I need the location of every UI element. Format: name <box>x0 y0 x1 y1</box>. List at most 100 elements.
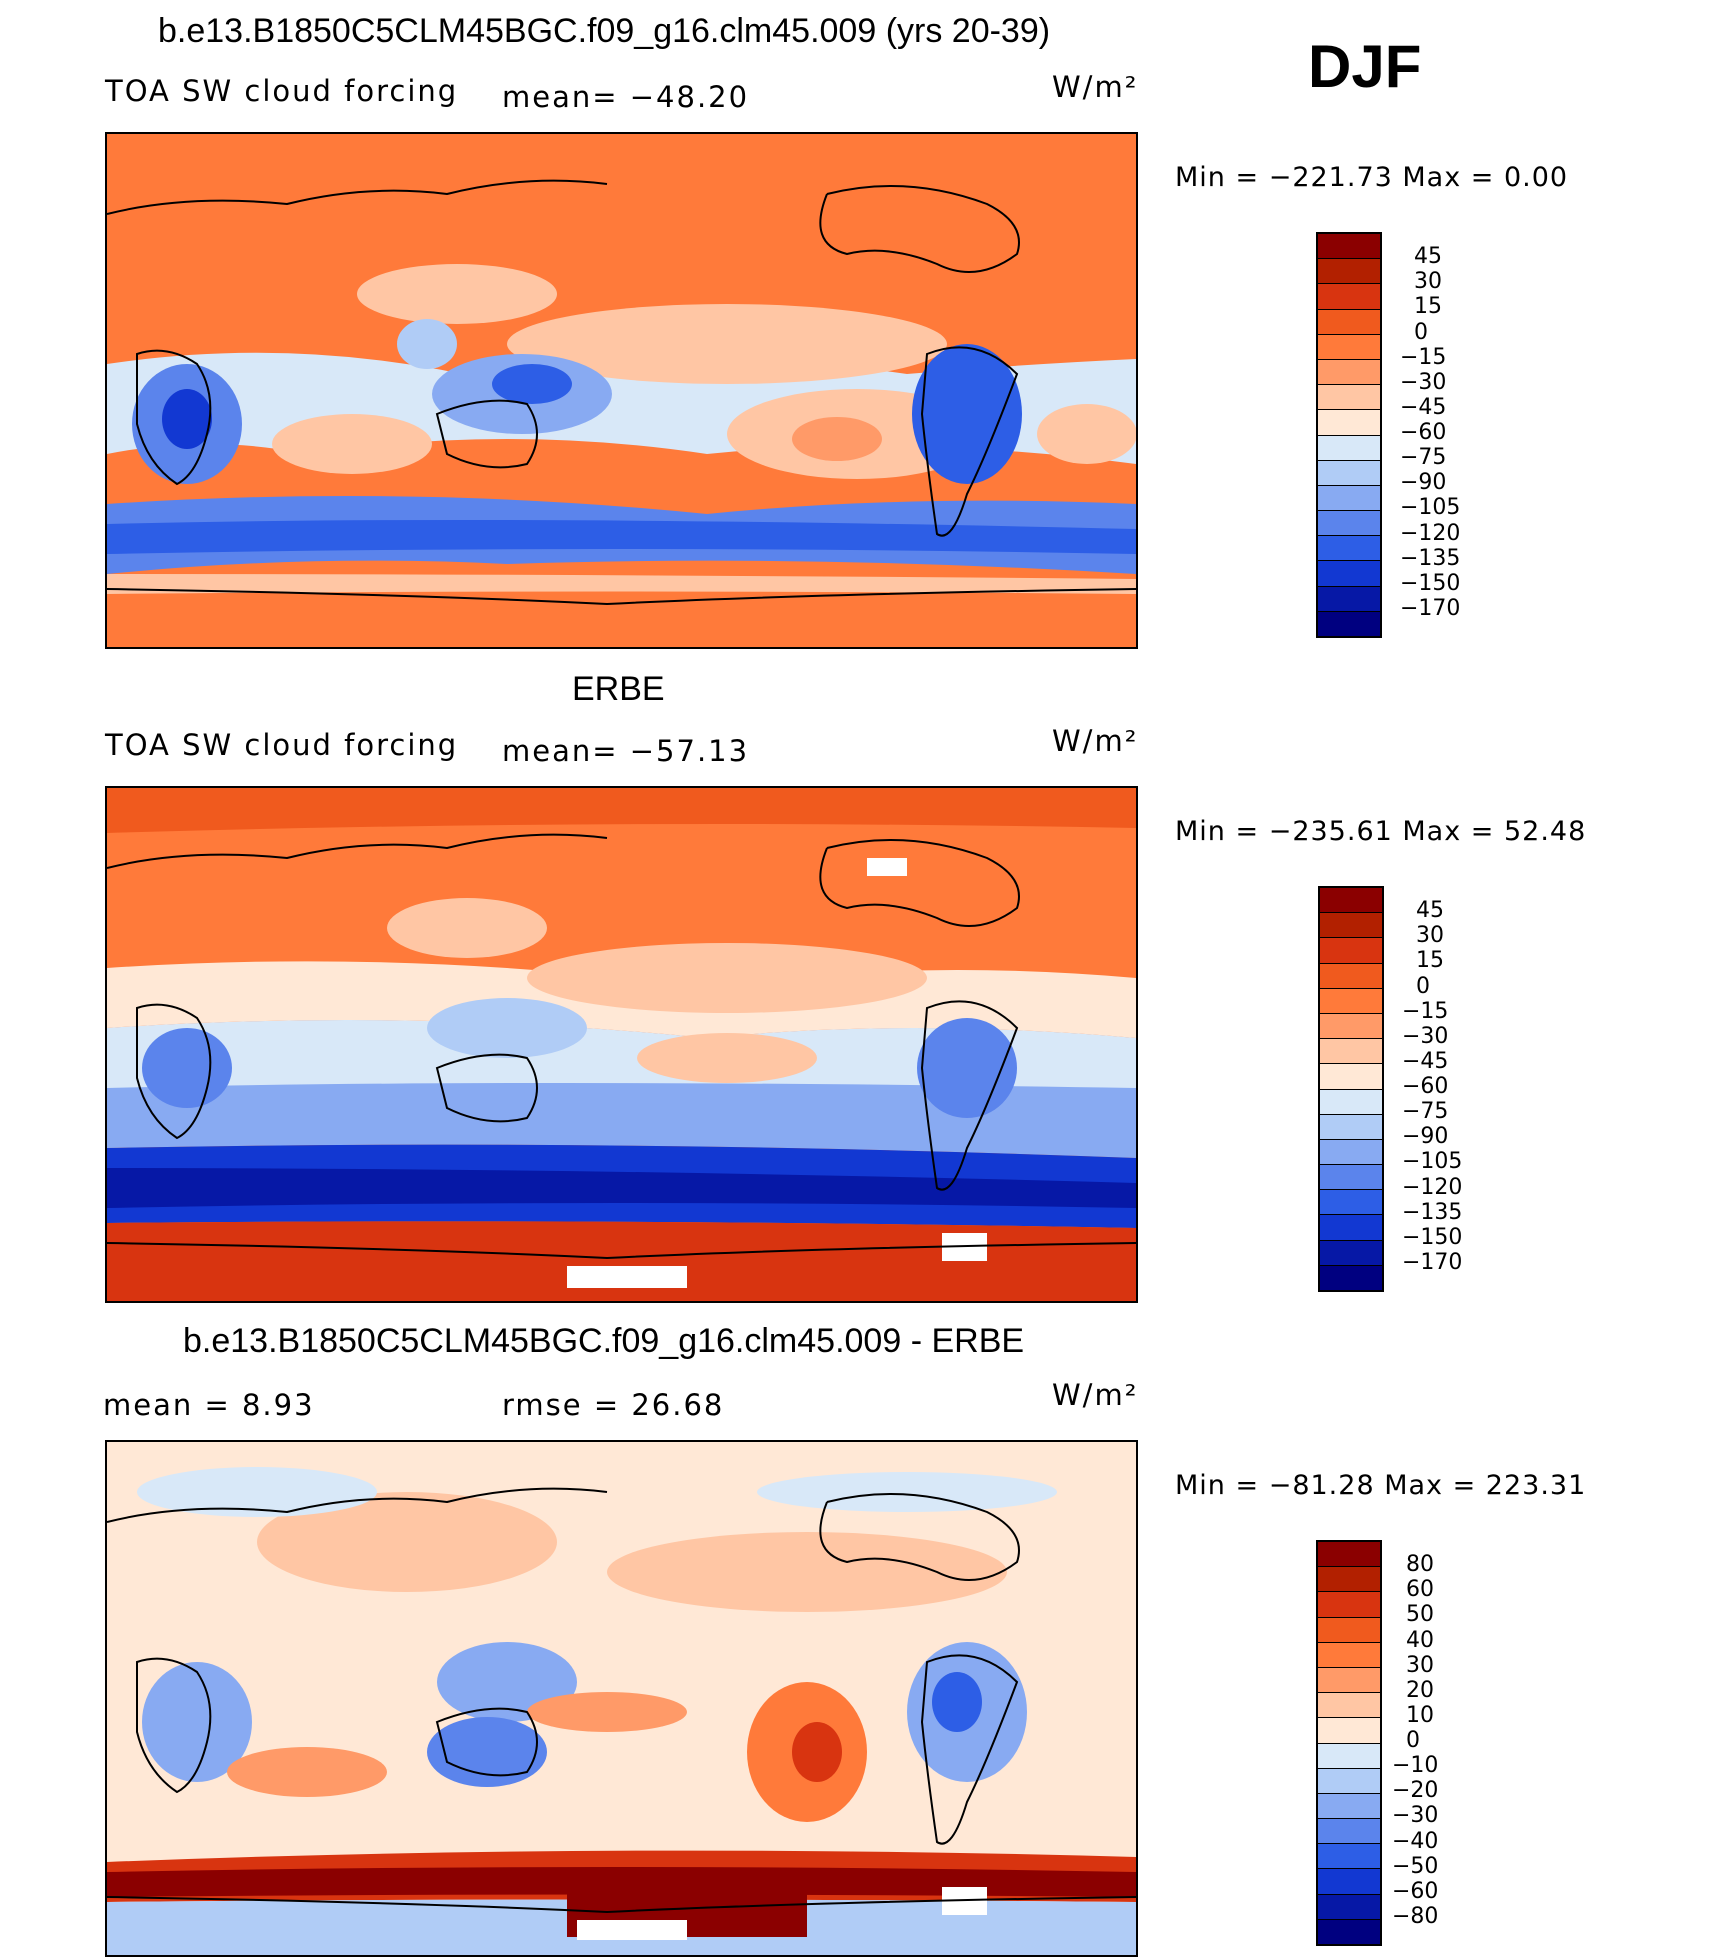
colorbar-tick-label: −40 <box>1392 1828 1439 1854</box>
colorbar-swatch <box>1318 460 1380 486</box>
colorbar-tick-label: −150 <box>1402 1224 1463 1250</box>
colorbar-swatch <box>1318 611 1380 636</box>
colorbar-tick-label: −50 <box>1392 1853 1439 1879</box>
colorbar-tick-label: −10 <box>1392 1753 1439 1779</box>
colorbar-tick-label: 40 <box>1406 1627 1434 1653</box>
panel-2-title: ERBE <box>572 670 665 708</box>
colorbar-tick-label: −90 <box>1400 470 1447 496</box>
panel-1-colorbar <box>1316 232 1382 638</box>
season-label: DJF <box>1308 33 1422 100</box>
colorbar-tick-label: −170 <box>1400 595 1461 621</box>
colorbar-swatch <box>1318 1743 1380 1769</box>
colorbar-tick-label: −75 <box>1400 445 1447 471</box>
colorbar-swatch <box>1320 1265 1382 1290</box>
colorbar-swatch <box>1318 1869 1380 1895</box>
colorbar-tick-label: 10 <box>1406 1702 1434 1728</box>
panel-3-units: W/m² <box>1052 1378 1139 1412</box>
panel-2-colorbar-labels: 45 30 15 0 −15 −30 −45 −60 −75 −90 −105 −120 −135 −15… <box>1402 886 1522 1288</box>
colorbar-tick-label: 50 <box>1406 1602 1434 1628</box>
panel-2-variable: TOA SW cloud forcing <box>105 728 459 762</box>
colorbar-swatch <box>1318 1542 1380 1568</box>
panel-1-variable: TOA SW cloud forcing <box>105 74 459 108</box>
colorbar-swatch <box>1318 1693 1380 1719</box>
panel-3-map <box>105 1440 1138 1957</box>
colorbar-tick-label: −60 <box>1392 1878 1439 1904</box>
colorbar-swatch <box>1318 435 1380 461</box>
colorbar-tick-label: 15 <box>1414 294 1442 320</box>
panel-1-mean: mean= −48.20 <box>502 80 750 114</box>
colorbar-swatch <box>1318 1617 1380 1643</box>
colorbar-swatch <box>1318 410 1380 436</box>
colorbar-tick-label: −170 <box>1402 1249 1463 1275</box>
colorbar-swatch <box>1320 1114 1382 1140</box>
colorbar-tick-label: −135 <box>1400 545 1461 571</box>
colorbar-swatch <box>1318 1894 1380 1920</box>
panel-1-title: b.e13.B1850C5CLM45BGC.f09_g16.clm45.009 … <box>158 12 1051 50</box>
colorbar-swatch <box>1320 913 1382 939</box>
colorbar-tick-label: 45 <box>1414 244 1442 270</box>
colorbar-swatch <box>1320 1139 1382 1166</box>
panel-1-min-max: Min = −221.73 Max = 0.00 <box>1175 162 1569 193</box>
colorbar-tick-label: −105 <box>1400 495 1461 521</box>
colorbar-swatch <box>1318 1718 1380 1744</box>
panel-1-colorbar-labels: 45 30 15 0 −15 −30 −45 −60 −75 −90 −105 −120 −135 −15… <box>1400 232 1520 634</box>
colorbar-swatch <box>1318 1819 1380 1845</box>
colorbar-tick-label: 30 <box>1416 923 1444 949</box>
panel-3-min-max: Min = −81.28 Max = 223.31 <box>1175 1470 1587 1501</box>
colorbar-swatch <box>1320 938 1382 964</box>
colorbar-swatch <box>1318 1919 1380 1944</box>
colorbar-swatch <box>1320 1165 1382 1191</box>
colorbar-tick-label: −45 <box>1400 394 1447 420</box>
colorbar-swatch <box>1320 1190 1382 1216</box>
colorbar-swatch <box>1318 1793 1380 1820</box>
panel-3-rmse: rmse = 26.68 <box>502 1388 725 1422</box>
panel-2-units: W/m² <box>1052 724 1139 758</box>
colorbar-swatch <box>1318 511 1380 537</box>
panel-2-colorbar <box>1318 886 1384 1292</box>
colorbar-tick-label: −20 <box>1392 1778 1439 1804</box>
colorbar-tick-label: −15 <box>1402 998 1449 1024</box>
panel-3-title: b.e13.B1850C5CLM45BGC.f09_g16.clm45.009 … <box>183 1322 1025 1360</box>
panel-3-mean: mean = 8.93 <box>103 1388 315 1422</box>
colorbar-tick-label: 30 <box>1406 1652 1434 1678</box>
colorbar-tick-label: −75 <box>1402 1099 1449 1125</box>
colorbar-swatch <box>1318 234 1380 260</box>
colorbar-tick-label: 45 <box>1416 898 1444 924</box>
colorbar-swatch <box>1320 888 1382 914</box>
colorbar-swatch <box>1318 1642 1380 1668</box>
colorbar-tick-label: −15 <box>1400 344 1447 370</box>
panel-1-units: W/m² <box>1052 70 1139 104</box>
colorbar-tick-label: 0 <box>1414 319 1428 345</box>
panel-3-colorbar <box>1316 1540 1382 1946</box>
colorbar-swatch <box>1318 385 1380 411</box>
colorbar-swatch <box>1318 1844 1380 1870</box>
colorbar-tick-label: 80 <box>1406 1552 1434 1578</box>
colorbar-tick-label: −30 <box>1400 369 1447 395</box>
panel-3-colorbar-labels: 80 60 50 40 30 20 10 0 −10 −20 −30 −40 −50 −60 −80 <box>1392 1540 1512 1942</box>
colorbar-tick-label: −30 <box>1402 1023 1449 1049</box>
colorbar-swatch <box>1320 1064 1382 1090</box>
colorbar-tick-label: −80 <box>1392 1903 1439 1929</box>
colorbar-tick-label: −150 <box>1400 570 1461 596</box>
colorbar-tick-label: −45 <box>1402 1048 1449 1074</box>
colorbar-swatch <box>1318 485 1380 512</box>
colorbar-tick-label: −30 <box>1392 1803 1439 1829</box>
colorbar-swatch <box>1320 963 1382 989</box>
colorbar-tick-label: −105 <box>1402 1149 1463 1175</box>
colorbar-tick-label: −60 <box>1402 1074 1449 1099</box>
colorbar-tick-label: −135 <box>1402 1199 1463 1225</box>
colorbar-tick-label: −60 <box>1400 420 1447 445</box>
colorbar-tick-label: 30 <box>1414 269 1442 295</box>
colorbar-swatch <box>1320 1240 1382 1266</box>
colorbar-swatch <box>1318 1768 1380 1794</box>
colorbar-tick-label: 0 <box>1406 1728 1420 1753</box>
colorbar-swatch <box>1320 1089 1382 1115</box>
colorbar-swatch <box>1318 1567 1380 1593</box>
colorbar-tick-label: −120 <box>1402 1174 1463 1200</box>
colorbar-swatch <box>1318 284 1380 310</box>
colorbar-swatch <box>1318 259 1380 285</box>
panel-2-min-max: Min = −235.61 Max = 52.48 <box>1175 816 1587 847</box>
colorbar-swatch <box>1320 1013 1382 1040</box>
colorbar-swatch <box>1318 1592 1380 1618</box>
colorbar-tick-label: 60 <box>1406 1577 1434 1603</box>
